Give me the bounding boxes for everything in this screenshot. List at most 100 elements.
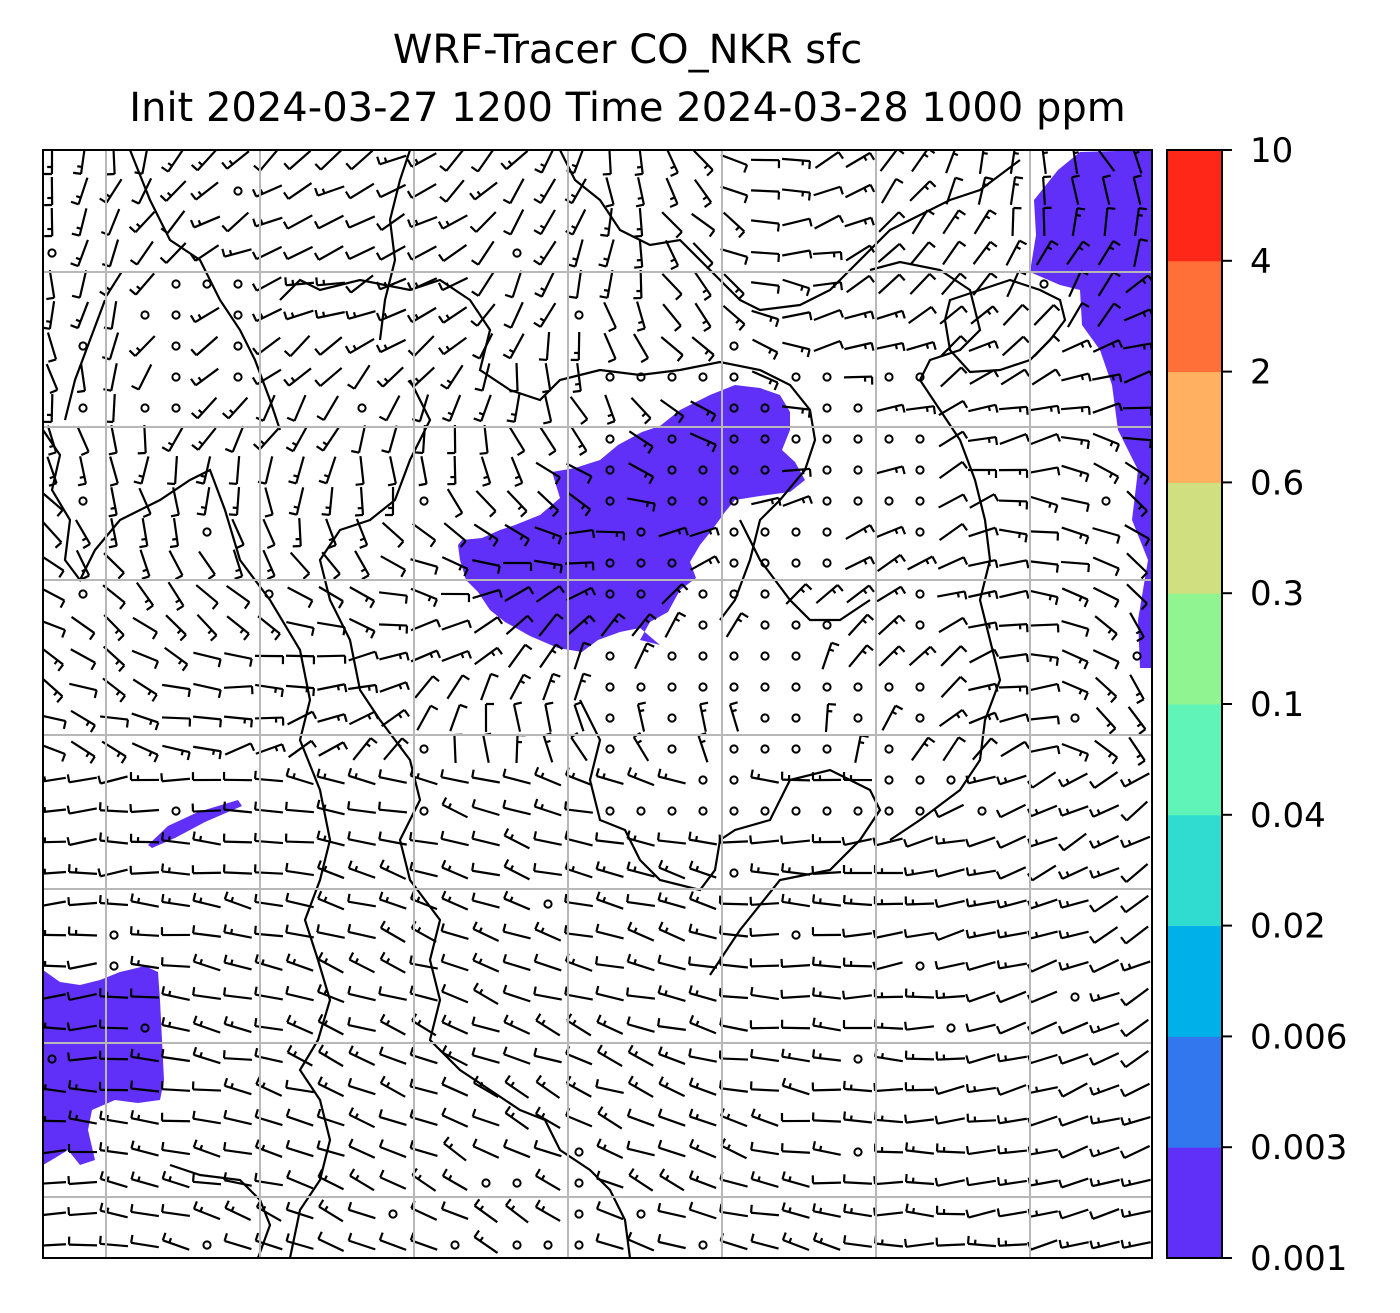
wind-barb xyxy=(347,364,371,390)
wind-barb xyxy=(842,1080,873,1093)
wind-barb xyxy=(908,645,937,667)
wind-barb xyxy=(43,393,54,424)
wind-barb xyxy=(439,179,465,203)
wind-barb xyxy=(231,518,245,550)
wind-barb xyxy=(1089,771,1119,789)
wind-barb xyxy=(503,858,530,881)
wind-barb xyxy=(129,833,160,844)
wind-barb xyxy=(1092,339,1124,353)
wind-barb xyxy=(1132,150,1143,174)
wind-barb xyxy=(661,211,683,239)
calm-wind-marker xyxy=(853,806,863,816)
wind-barb xyxy=(935,1205,966,1216)
wind-barb xyxy=(781,893,811,908)
wind-barb xyxy=(160,210,186,235)
wind-barb xyxy=(945,176,964,205)
wind-barb xyxy=(504,1074,530,1099)
wind-barb xyxy=(160,1081,191,1092)
wind-barb xyxy=(103,614,125,642)
wind-barb xyxy=(688,985,717,1002)
wind-barb xyxy=(1066,240,1091,266)
calm-wind-marker xyxy=(667,434,677,444)
wind-barb xyxy=(379,651,410,661)
wind-barb xyxy=(1093,462,1120,485)
wind-barb xyxy=(877,243,906,263)
wind-barb xyxy=(689,1014,717,1035)
wind-barb xyxy=(664,611,687,638)
wind-barb xyxy=(722,211,746,239)
wind-barb xyxy=(161,1048,191,1063)
map-frame xyxy=(42,149,1153,1259)
calm-wind-marker xyxy=(419,744,429,754)
wind-barb xyxy=(414,675,440,699)
wind-barb xyxy=(347,893,376,908)
calm-wind-marker xyxy=(884,434,894,444)
wind-barb xyxy=(688,923,717,940)
wind-barb xyxy=(969,493,1000,509)
wind-barb xyxy=(782,217,813,227)
wind-barb xyxy=(66,836,97,847)
calm-wind-marker xyxy=(605,372,615,382)
wind-barb xyxy=(43,677,64,704)
wind-barb xyxy=(1125,274,1152,294)
wind-barb xyxy=(904,1114,935,1124)
wind-barb xyxy=(43,960,67,968)
wind-barb xyxy=(877,273,906,295)
wind-barb xyxy=(1033,335,1061,357)
wind-barb xyxy=(533,240,557,266)
calm-wind-marker xyxy=(574,1178,584,1188)
wind-barb xyxy=(628,430,654,454)
wind-barb xyxy=(938,522,968,542)
wind-barb xyxy=(191,772,222,782)
wind-barb xyxy=(98,988,129,999)
calm-wind-marker xyxy=(667,682,677,692)
wind-barb xyxy=(443,522,467,548)
wind-barb xyxy=(347,1201,376,1220)
wind-barb xyxy=(317,713,348,723)
wind-barb xyxy=(317,621,346,636)
wind-barb xyxy=(410,558,439,575)
wind-barb xyxy=(846,274,875,294)
wind-barb xyxy=(934,868,965,878)
wind-barb xyxy=(133,456,150,485)
wind-barb xyxy=(317,1169,345,1191)
wind-barb xyxy=(379,1013,406,1036)
wind-barb xyxy=(348,952,375,974)
wind-barb xyxy=(877,614,906,636)
calm-wind-marker xyxy=(605,496,615,506)
wind-barb xyxy=(379,859,407,880)
wind-barb xyxy=(595,1201,624,1221)
wind-barb xyxy=(942,736,966,762)
calm-wind-marker xyxy=(636,558,646,568)
colorbar-tick-label: 4 xyxy=(1250,242,1272,282)
wind-barb xyxy=(1089,926,1119,944)
colorbar-tick-label: 0.6 xyxy=(1250,463,1304,503)
wind-barb xyxy=(692,150,714,177)
calm-wind-marker xyxy=(667,496,677,506)
calm-wind-marker xyxy=(729,372,739,382)
wind-barb xyxy=(1097,240,1121,266)
wind-barb xyxy=(843,375,874,385)
wind-barb xyxy=(67,1236,98,1247)
wind-barb xyxy=(375,308,407,322)
wind-barb xyxy=(410,649,442,663)
wind-barb xyxy=(347,1017,376,1032)
wind-barb xyxy=(161,893,191,908)
wind-barb xyxy=(657,1108,686,1127)
wind-barb xyxy=(190,367,219,387)
wind-barb xyxy=(1120,925,1149,945)
wind-barb xyxy=(1088,895,1119,913)
wind-barb xyxy=(538,613,564,637)
wind-barb xyxy=(315,277,346,287)
wind-barb xyxy=(1119,1144,1151,1160)
wind-barb xyxy=(410,618,442,632)
wind-barb xyxy=(285,654,316,665)
wind-barb xyxy=(688,1077,717,1096)
calm-wind-marker xyxy=(760,527,770,537)
wind-barb xyxy=(539,426,557,457)
wind-barb xyxy=(1061,372,1092,382)
calm-wind-marker xyxy=(791,744,801,754)
wind-barb xyxy=(292,517,302,548)
wind-barb xyxy=(441,983,469,1004)
wind-barb xyxy=(688,891,717,911)
